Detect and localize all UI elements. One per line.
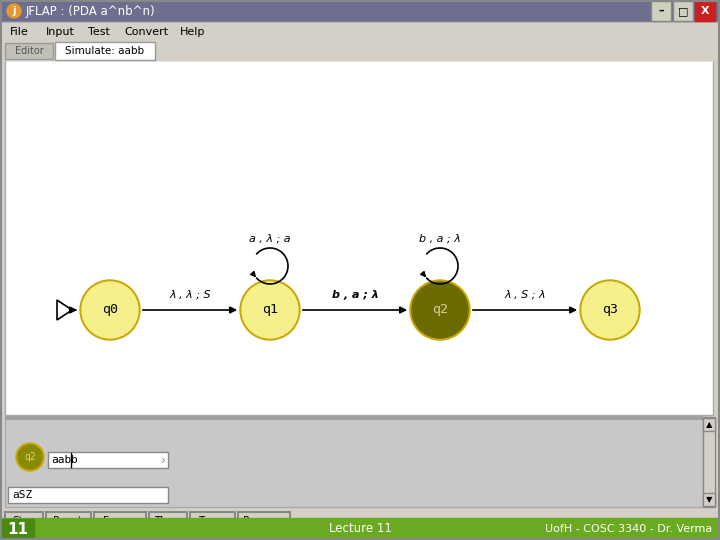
- Text: b: b: [71, 455, 78, 465]
- Text: ▼: ▼: [706, 496, 712, 504]
- Text: Thaw: Thaw: [154, 516, 182, 526]
- Bar: [8, 487, 168, 503]
- Bar: [5, 60, 713, 415]
- Circle shape: [412, 282, 468, 338]
- Text: File: File: [10, 27, 29, 37]
- Text: ▲: ▲: [706, 421, 712, 429]
- Circle shape: [18, 445, 42, 469]
- Bar: [703, 418, 715, 431]
- Text: λ , λ ; S: λ , λ ; S: [169, 290, 211, 300]
- Circle shape: [582, 282, 638, 338]
- Text: q3: q3: [602, 303, 618, 316]
- Text: b , a ; λ: b , a ; λ: [419, 234, 461, 244]
- Text: Step: Step: [12, 516, 36, 526]
- Bar: [703, 417, 715, 507]
- Bar: [55, 42, 155, 60]
- Bar: [5, 512, 43, 530]
- Circle shape: [82, 282, 138, 338]
- Text: Reset: Reset: [53, 516, 83, 526]
- Bar: [1, 22, 719, 42]
- Text: Convert: Convert: [125, 27, 168, 37]
- Bar: [5, 416, 703, 420]
- Text: Help: Help: [180, 27, 205, 37]
- Bar: [48, 452, 168, 468]
- Text: aab: aab: [51, 455, 71, 465]
- Text: a , λ ; a: a , λ ; a: [249, 234, 291, 244]
- Bar: [94, 512, 146, 530]
- Text: q0: q0: [102, 303, 118, 316]
- Text: q2: q2: [432, 303, 448, 316]
- Text: aSZ: aSZ: [12, 490, 32, 500]
- Text: X: X: [701, 6, 709, 16]
- Circle shape: [16, 443, 44, 471]
- Bar: [695, 1, 715, 21]
- Circle shape: [240, 280, 300, 340]
- Text: UofH - COSC 3340 - Dr. Verma: UofH - COSC 3340 - Dr. Verma: [545, 524, 712, 534]
- Text: –: –: [658, 6, 664, 16]
- Bar: [1, 0, 719, 22]
- Bar: [703, 493, 715, 506]
- Text: □: □: [678, 6, 688, 16]
- Bar: [673, 1, 693, 21]
- Text: λ , S ; λ: λ , S ; λ: [504, 290, 546, 300]
- Bar: [5, 417, 703, 507]
- Bar: [2, 519, 34, 539]
- Circle shape: [410, 280, 470, 340]
- Text: q1: q1: [262, 303, 278, 316]
- Circle shape: [242, 282, 298, 338]
- Text: JFLAP : (PDA a^nb^n): JFLAP : (PDA a^nb^n): [26, 4, 156, 17]
- Text: Freeze: Freeze: [103, 516, 137, 526]
- Text: 11: 11: [7, 522, 29, 537]
- Text: Input: Input: [46, 27, 75, 37]
- Text: Editor: Editor: [14, 46, 43, 56]
- Bar: [0, 518, 720, 540]
- Text: Lecture 11: Lecture 11: [328, 523, 392, 536]
- Circle shape: [580, 280, 640, 340]
- Bar: [1, 22, 719, 42]
- Text: q2: q2: [24, 452, 36, 462]
- Bar: [651, 1, 671, 21]
- Bar: [149, 512, 187, 530]
- Circle shape: [80, 280, 140, 340]
- Bar: [46, 512, 91, 530]
- Bar: [238, 512, 290, 530]
- Circle shape: [7, 4, 21, 18]
- Text: b , a ; λ: b , a ; λ: [332, 290, 379, 300]
- Bar: [1, 42, 719, 60]
- Bar: [5, 43, 53, 59]
- Text: ›: ›: [161, 454, 166, 467]
- Text: Simulate: aabb: Simulate: aabb: [66, 46, 145, 56]
- Text: Test: Test: [89, 27, 110, 37]
- Polygon shape: [57, 300, 72, 320]
- Text: Remove: Remove: [243, 516, 285, 526]
- Text: j: j: [12, 6, 16, 16]
- Bar: [190, 512, 235, 530]
- Text: Trace: Trace: [198, 516, 226, 526]
